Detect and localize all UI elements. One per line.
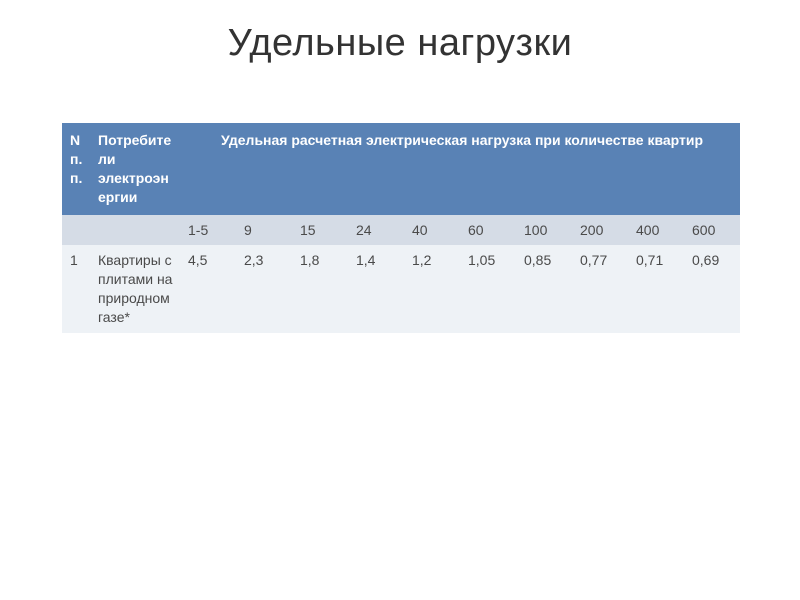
empty-cell — [62, 215, 90, 246]
cell-value: 1,4 — [348, 245, 404, 333]
empty-cell — [90, 215, 180, 246]
qty-col: 9 — [236, 215, 292, 246]
cell-value: 0,77 — [572, 245, 628, 333]
col-header-index: N п.п. — [62, 123, 90, 215]
quantity-header-row: 1-5 9 15 24 40 60 100 200 400 600 — [62, 215, 740, 246]
cell-value: 0,69 — [684, 245, 740, 333]
qty-col: 100 — [516, 215, 572, 246]
slide: Удельные нагрузки N п.п. Потребители эле… — [0, 0, 800, 600]
qty-col: 40 — [404, 215, 460, 246]
cell-index: 1 — [62, 245, 90, 333]
qty-col: 1-5 — [180, 215, 236, 246]
col-header-consumer: Потребители электроэнергии — [90, 123, 180, 215]
slide-title: Удельные нагрузки — [62, 22, 738, 65]
col-header-load-group: Удельная расчетная электрическая нагрузк… — [180, 123, 740, 215]
qty-col: 600 — [684, 215, 740, 246]
cell-value: 1,05 — [460, 245, 516, 333]
qty-col: 24 — [348, 215, 404, 246]
table-row: 1 Квартиры с плитами на природном газе* … — [62, 245, 740, 333]
qty-col: 60 — [460, 215, 516, 246]
qty-col: 15 — [292, 215, 348, 246]
cell-value: 4,5 — [180, 245, 236, 333]
table-header-row: N п.п. Потребители электроэнергии Удельн… — [62, 123, 740, 215]
cell-value: 1,2 — [404, 245, 460, 333]
cell-value: 0,71 — [628, 245, 684, 333]
cell-consumer: Квартиры с плитами на природном газе* — [90, 245, 180, 333]
loads-table: N п.п. Потребители электроэнергии Удельн… — [62, 123, 740, 333]
cell-value: 2,3 — [236, 245, 292, 333]
qty-col: 200 — [572, 215, 628, 246]
cell-value: 1,8 — [292, 245, 348, 333]
cell-value: 0,85 — [516, 245, 572, 333]
qty-col: 400 — [628, 215, 684, 246]
